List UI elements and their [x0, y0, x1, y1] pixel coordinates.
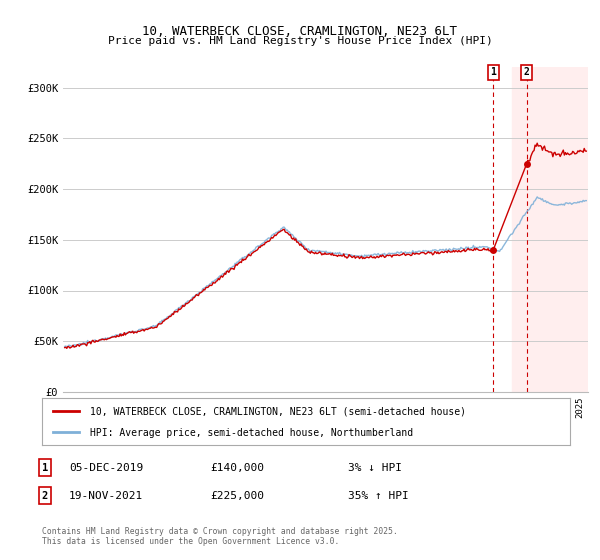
Text: 3% ↓ HPI: 3% ↓ HPI: [348, 463, 402, 473]
Text: 19-NOV-2021: 19-NOV-2021: [69, 491, 143, 501]
Text: Price paid vs. HM Land Registry's House Price Index (HPI): Price paid vs. HM Land Registry's House …: [107, 36, 493, 46]
Text: HPI: Average price, semi-detached house, Northumberland: HPI: Average price, semi-detached house,…: [89, 428, 413, 438]
Text: 2: 2: [524, 67, 530, 77]
Text: Contains HM Land Registry data © Crown copyright and database right 2025.
This d: Contains HM Land Registry data © Crown c…: [42, 526, 398, 546]
Text: £140,000: £140,000: [210, 463, 264, 473]
Text: 10, WATERBECK CLOSE, CRAMLINGTON, NE23 6LT (semi-detached house): 10, WATERBECK CLOSE, CRAMLINGTON, NE23 6…: [89, 407, 466, 417]
Text: 10, WATERBECK CLOSE, CRAMLINGTON, NE23 6LT: 10, WATERBECK CLOSE, CRAMLINGTON, NE23 6…: [143, 25, 458, 38]
Text: 1: 1: [491, 67, 496, 77]
Text: 35% ↑ HPI: 35% ↑ HPI: [348, 491, 409, 501]
Text: 1: 1: [42, 463, 48, 473]
Text: 2: 2: [42, 491, 48, 501]
Bar: [512, 67, 588, 392]
Text: £225,000: £225,000: [210, 491, 264, 501]
Text: 05-DEC-2019: 05-DEC-2019: [69, 463, 143, 473]
